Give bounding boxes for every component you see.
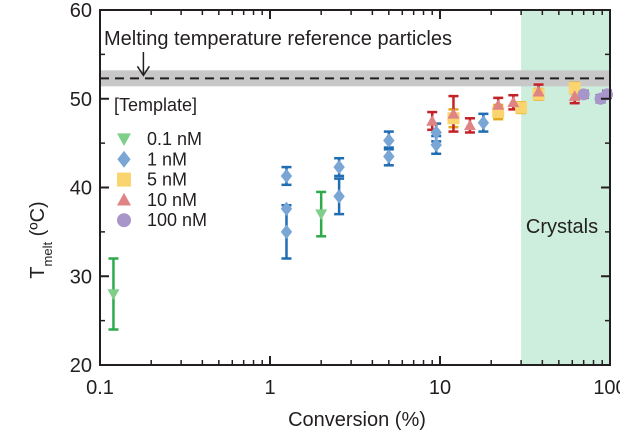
data-point	[568, 90, 581, 101]
data-point	[383, 133, 395, 148]
legend-label: 5 nM	[147, 170, 187, 190]
data-point	[507, 96, 520, 108]
y-tick-label: 40	[70, 178, 92, 200]
crystals-label: Crystals	[526, 216, 598, 238]
crystals-region	[521, 10, 610, 365]
legend-marker	[117, 172, 131, 187]
legend-label: 100 nM	[147, 210, 207, 230]
data-point	[492, 98, 505, 110]
y-tick-label: 60	[70, 0, 92, 22]
legend-title: [Template]	[114, 95, 197, 115]
x-tick-label: 100	[593, 377, 620, 399]
legend-label: 1 nM	[147, 149, 187, 169]
y-tick-label: 30	[70, 266, 92, 288]
data-point	[280, 168, 293, 184]
data-point	[333, 189, 345, 204]
legend-marker	[117, 133, 131, 146]
data-point	[568, 82, 581, 95]
data-point	[447, 107, 460, 119]
legend-label: 0.1 nM	[147, 129, 202, 149]
data-point	[463, 119, 476, 131]
data-point	[315, 209, 328, 221]
data-point	[383, 149, 395, 164]
data-point	[280, 201, 293, 216]
x-tick-label: 1	[264, 377, 275, 399]
y-tick-label: 20	[70, 355, 92, 377]
legend-marker	[117, 150, 131, 168]
y-tick-label: 50	[70, 89, 92, 111]
data-point	[430, 125, 442, 140]
y-axis-label-sub: melt	[40, 242, 55, 267]
legend-marker	[117, 213, 131, 228]
reference-arrow-head	[136, 65, 151, 77]
data-point	[515, 101, 528, 114]
y-axis-label: Tmelt (ºC)	[27, 201, 55, 278]
data-point	[107, 289, 120, 300]
data-point	[477, 115, 490, 130]
data-point	[280, 224, 293, 240]
data-point	[333, 159, 345, 175]
x-tick-label: 10	[429, 377, 451, 399]
data-point	[426, 114, 439, 126]
y-axis-label-main: T	[27, 266, 49, 278]
y-axis-label-unit: (ºC)	[27, 201, 49, 242]
x-axis-label: Conversion (%)	[288, 409, 426, 431]
data-point	[430, 137, 442, 153]
legend-marker	[117, 192, 131, 206]
data-point	[532, 85, 545, 97]
data-point	[577, 88, 590, 101]
x-tick-label: 0.1	[86, 377, 114, 399]
legend-label: 10 nM	[147, 190, 197, 210]
reference-label: Melting temperature reference particles	[104, 28, 452, 50]
